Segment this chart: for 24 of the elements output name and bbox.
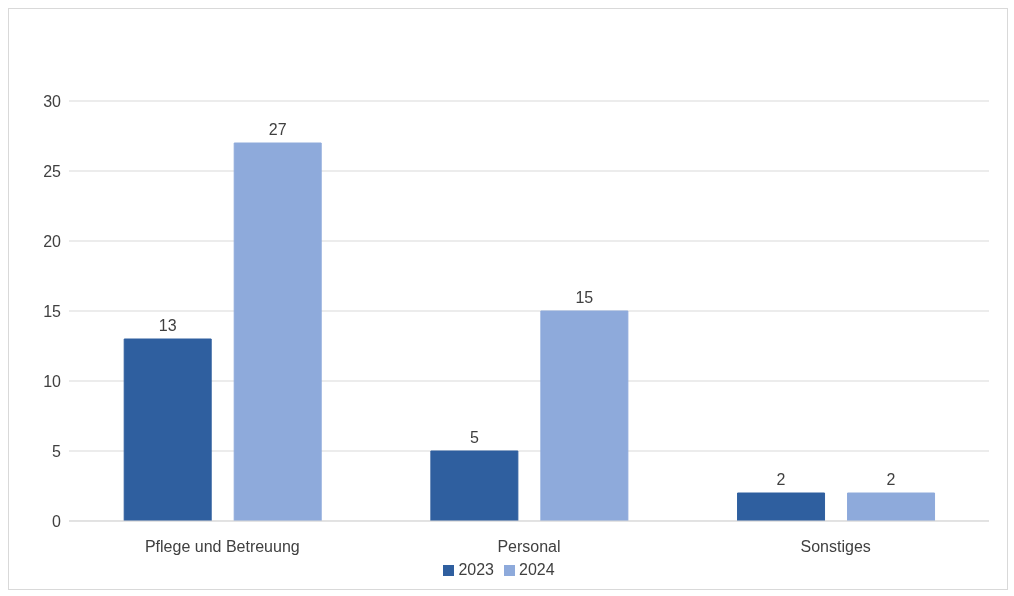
x-tick-label: Pflege und Betreuung [144, 538, 300, 556]
y-tick-label: 5 [52, 442, 62, 460]
bar [233, 142, 322, 521]
bar [737, 492, 826, 521]
y-tick-label: 20 [43, 232, 62, 250]
x-tick-label: Personal [497, 538, 561, 556]
bar [430, 450, 519, 521]
bar [123, 338, 212, 521]
data-label: 2 [886, 471, 896, 488]
data-label: 2 [776, 471, 786, 488]
y-tick-label: 0 [52, 512, 62, 530]
y-tick-label: 30 [43, 92, 62, 110]
bar [540, 310, 629, 521]
x-tick-label: Sonstiges [800, 538, 871, 556]
bar [847, 492, 936, 521]
y-tick-label: 25 [43, 162, 62, 180]
data-label: 27 [268, 121, 287, 138]
data-label: 15 [575, 289, 594, 306]
legend-label: 2023 [458, 561, 494, 578]
y-tick-label: 15 [43, 302, 62, 320]
y-tick-label: 10 [43, 372, 62, 390]
data-label: 13 [158, 317, 177, 334]
legend-label: 2024 [519, 561, 555, 578]
data-label: 5 [469, 429, 479, 446]
